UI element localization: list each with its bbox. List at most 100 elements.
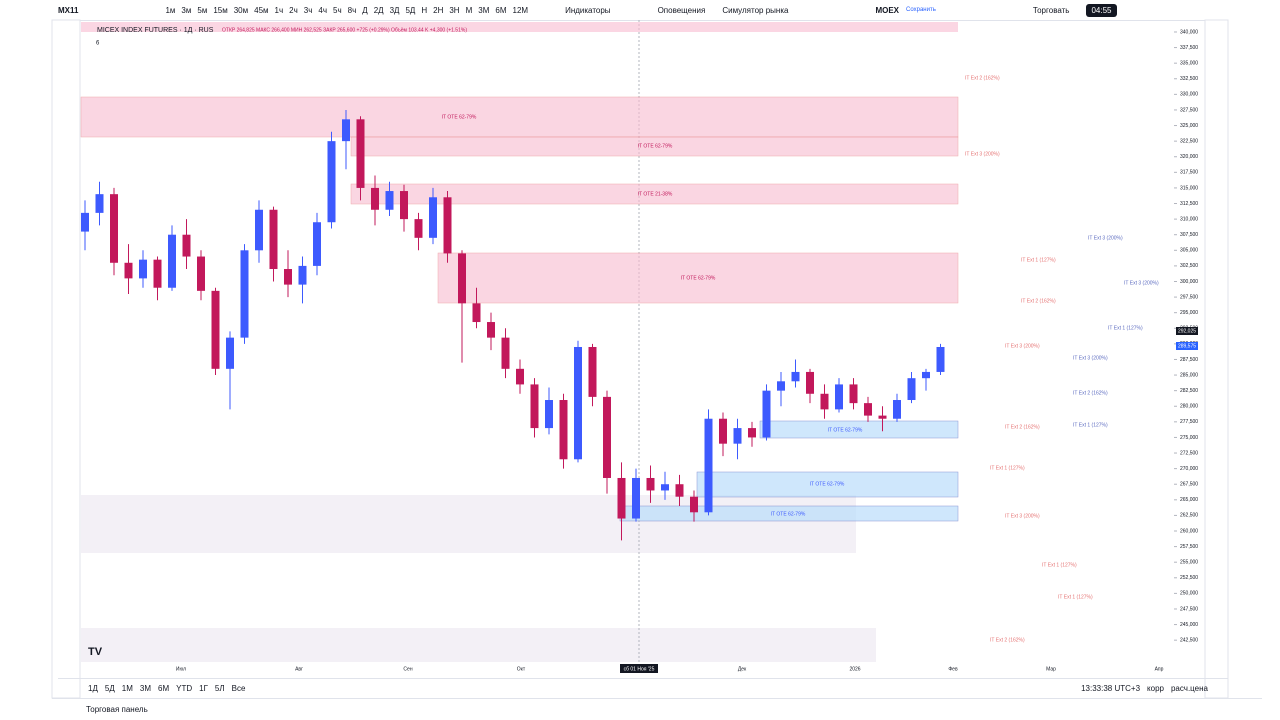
interval[interactable]: Д: [362, 5, 368, 15]
candle-body: [675, 484, 684, 497]
indicators-button[interactable]: Индикаторы: [565, 5, 611, 15]
interval[interactable]: 3Д: [389, 5, 400, 15]
level-label: IT Ext 1 (127%): [1108, 325, 1143, 331]
candle-body: [429, 197, 437, 238]
settlement-toggle[interactable]: расч.цена: [1170, 683, 1208, 693]
alerts-button[interactable]: Оповещения: [657, 5, 706, 15]
interval[interactable]: 5м: [197, 5, 208, 15]
interval[interactable]: 4ч: [318, 5, 328, 15]
y-tick-label: 265,000: [1180, 497, 1198, 503]
symbol[interactable]: MX11: [58, 5, 79, 15]
interval[interactable]: 5Д: [405, 5, 416, 15]
zone: [350, 183, 959, 205]
candle-body: [313, 222, 321, 266]
interval[interactable]: 15м: [213, 5, 228, 15]
level-label: IT Ext 2 (162%): [1021, 298, 1056, 304]
y-tick-label: 250,000: [1180, 591, 1198, 597]
y-tick-label: 242,500: [1180, 637, 1198, 643]
y-tick-label: 300,000: [1180, 279, 1198, 285]
candle-body: [603, 396, 611, 478]
trading-panel[interactable]: Торговая панель: [86, 704, 148, 714]
candle-body: [530, 384, 539, 429]
candle-body: [385, 191, 394, 210]
range[interactable]: 3М: [139, 683, 151, 693]
interval[interactable]: Н: [421, 5, 428, 15]
legend-collapsed[interactable]: 6: [96, 41, 100, 47]
range[interactable]: 5Д: [104, 683, 115, 693]
candle-body: [211, 290, 220, 369]
save-button[interactable]: Сохранить: [906, 7, 936, 13]
candle-body: [791, 371, 800, 382]
y-tick-label: 335,000: [1180, 60, 1198, 66]
interval[interactable]: 2Д: [373, 5, 384, 15]
y-tick-label: 275,000: [1180, 435, 1198, 441]
replay-button[interactable]: Симулятор рынка: [722, 5, 789, 15]
range[interactable]: 6М: [158, 683, 170, 693]
price-axis: 340,000 337,500 335,000 332,500 330,000 327,5…: [1174, 29, 1198, 643]
interval[interactable]: 12М: [512, 5, 529, 15]
zone-label: IT OTE 62-79%: [771, 511, 806, 517]
clock[interactable]: 04:55: [1086, 3, 1117, 17]
candle-body: [690, 496, 698, 513]
candle-body: [501, 337, 510, 369]
y-tick-label: 287,500: [1180, 357, 1198, 363]
interval[interactable]: 5ч: [333, 5, 342, 15]
trade-button[interactable]: Торговать: [1032, 5, 1070, 15]
time-label: Окт: [517, 666, 526, 672]
y-tick-label: 257,500: [1180, 544, 1198, 550]
legend-ohlc: ОТКР 264,825 МАКС 266,400 МИН 262,525 ЗА…: [222, 27, 467, 33]
y-tick-label: 307,500: [1180, 232, 1198, 238]
y-tick-label: 270,000: [1180, 466, 1198, 472]
range[interactable]: 1М: [121, 683, 133, 693]
candle-body: [110, 194, 118, 263]
candle-body: [806, 371, 814, 394]
interval[interactable]: 1м: [165, 5, 176, 15]
price-badge: [1176, 327, 1198, 335]
drawing-toolbar[interactable]: [51, 19, 81, 699]
y-tick-label: 340,000: [1180, 29, 1198, 35]
range[interactable]: 5Л: [214, 683, 225, 693]
shade: [81, 495, 856, 553]
candle-body: [472, 303, 481, 323]
candle-body: [81, 212, 89, 232]
range[interactable]: Все: [231, 683, 246, 693]
range[interactable]: 1Г: [199, 683, 208, 693]
interval[interactable]: 30м: [233, 5, 249, 15]
candle-body: [197, 256, 205, 291]
candle-body: [733, 428, 742, 444]
candle-body: [849, 384, 858, 404]
interval[interactable]: 3Н: [449, 5, 460, 15]
candle-body: [356, 119, 365, 188]
y-tick-label: 327,500: [1180, 107, 1198, 113]
range[interactable]: YTD: [176, 683, 193, 693]
interval[interactable]: 3М: [478, 5, 490, 15]
candle-body: [559, 400, 568, 460]
interval[interactable]: 2Н: [433, 5, 444, 15]
right-sidebar[interactable]: [1204, 19, 1229, 699]
interval[interactable]: 1ч: [274, 5, 284, 15]
candle-body: [893, 400, 901, 419]
range[interactable]: 1Д: [88, 683, 98, 693]
candle-body: [95, 194, 104, 213]
candle-body: [371, 187, 379, 210]
zone-label: IT OTE 62-79%: [442, 114, 477, 120]
interval[interactable]: 3ч: [303, 5, 313, 15]
interval[interactable]: М: [465, 5, 473, 15]
interval[interactable]: 6М: [495, 5, 507, 15]
interval[interactable]: 3м: [181, 5, 192, 15]
candle-body: [661, 484, 669, 491]
time-label: Авг: [295, 666, 303, 672]
candle-body: [298, 265, 307, 285]
candle-body: [342, 119, 350, 142]
candle-body: [835, 384, 843, 410]
price-badge-label: 289,575: [1178, 343, 1196, 349]
interval[interactable]: 8ч: [347, 5, 357, 15]
exchange[interactable]: MOEX: [875, 5, 900, 15]
candle-body: [646, 477, 655, 491]
interval[interactable]: 2ч: [289, 5, 298, 15]
adjust-toggle[interactable]: корр: [1147, 683, 1164, 693]
candle-body: [182, 234, 191, 257]
interval[interactable]: 45м: [254, 5, 269, 15]
crosshair-time: сб 01 Ноя '25: [624, 666, 655, 672]
